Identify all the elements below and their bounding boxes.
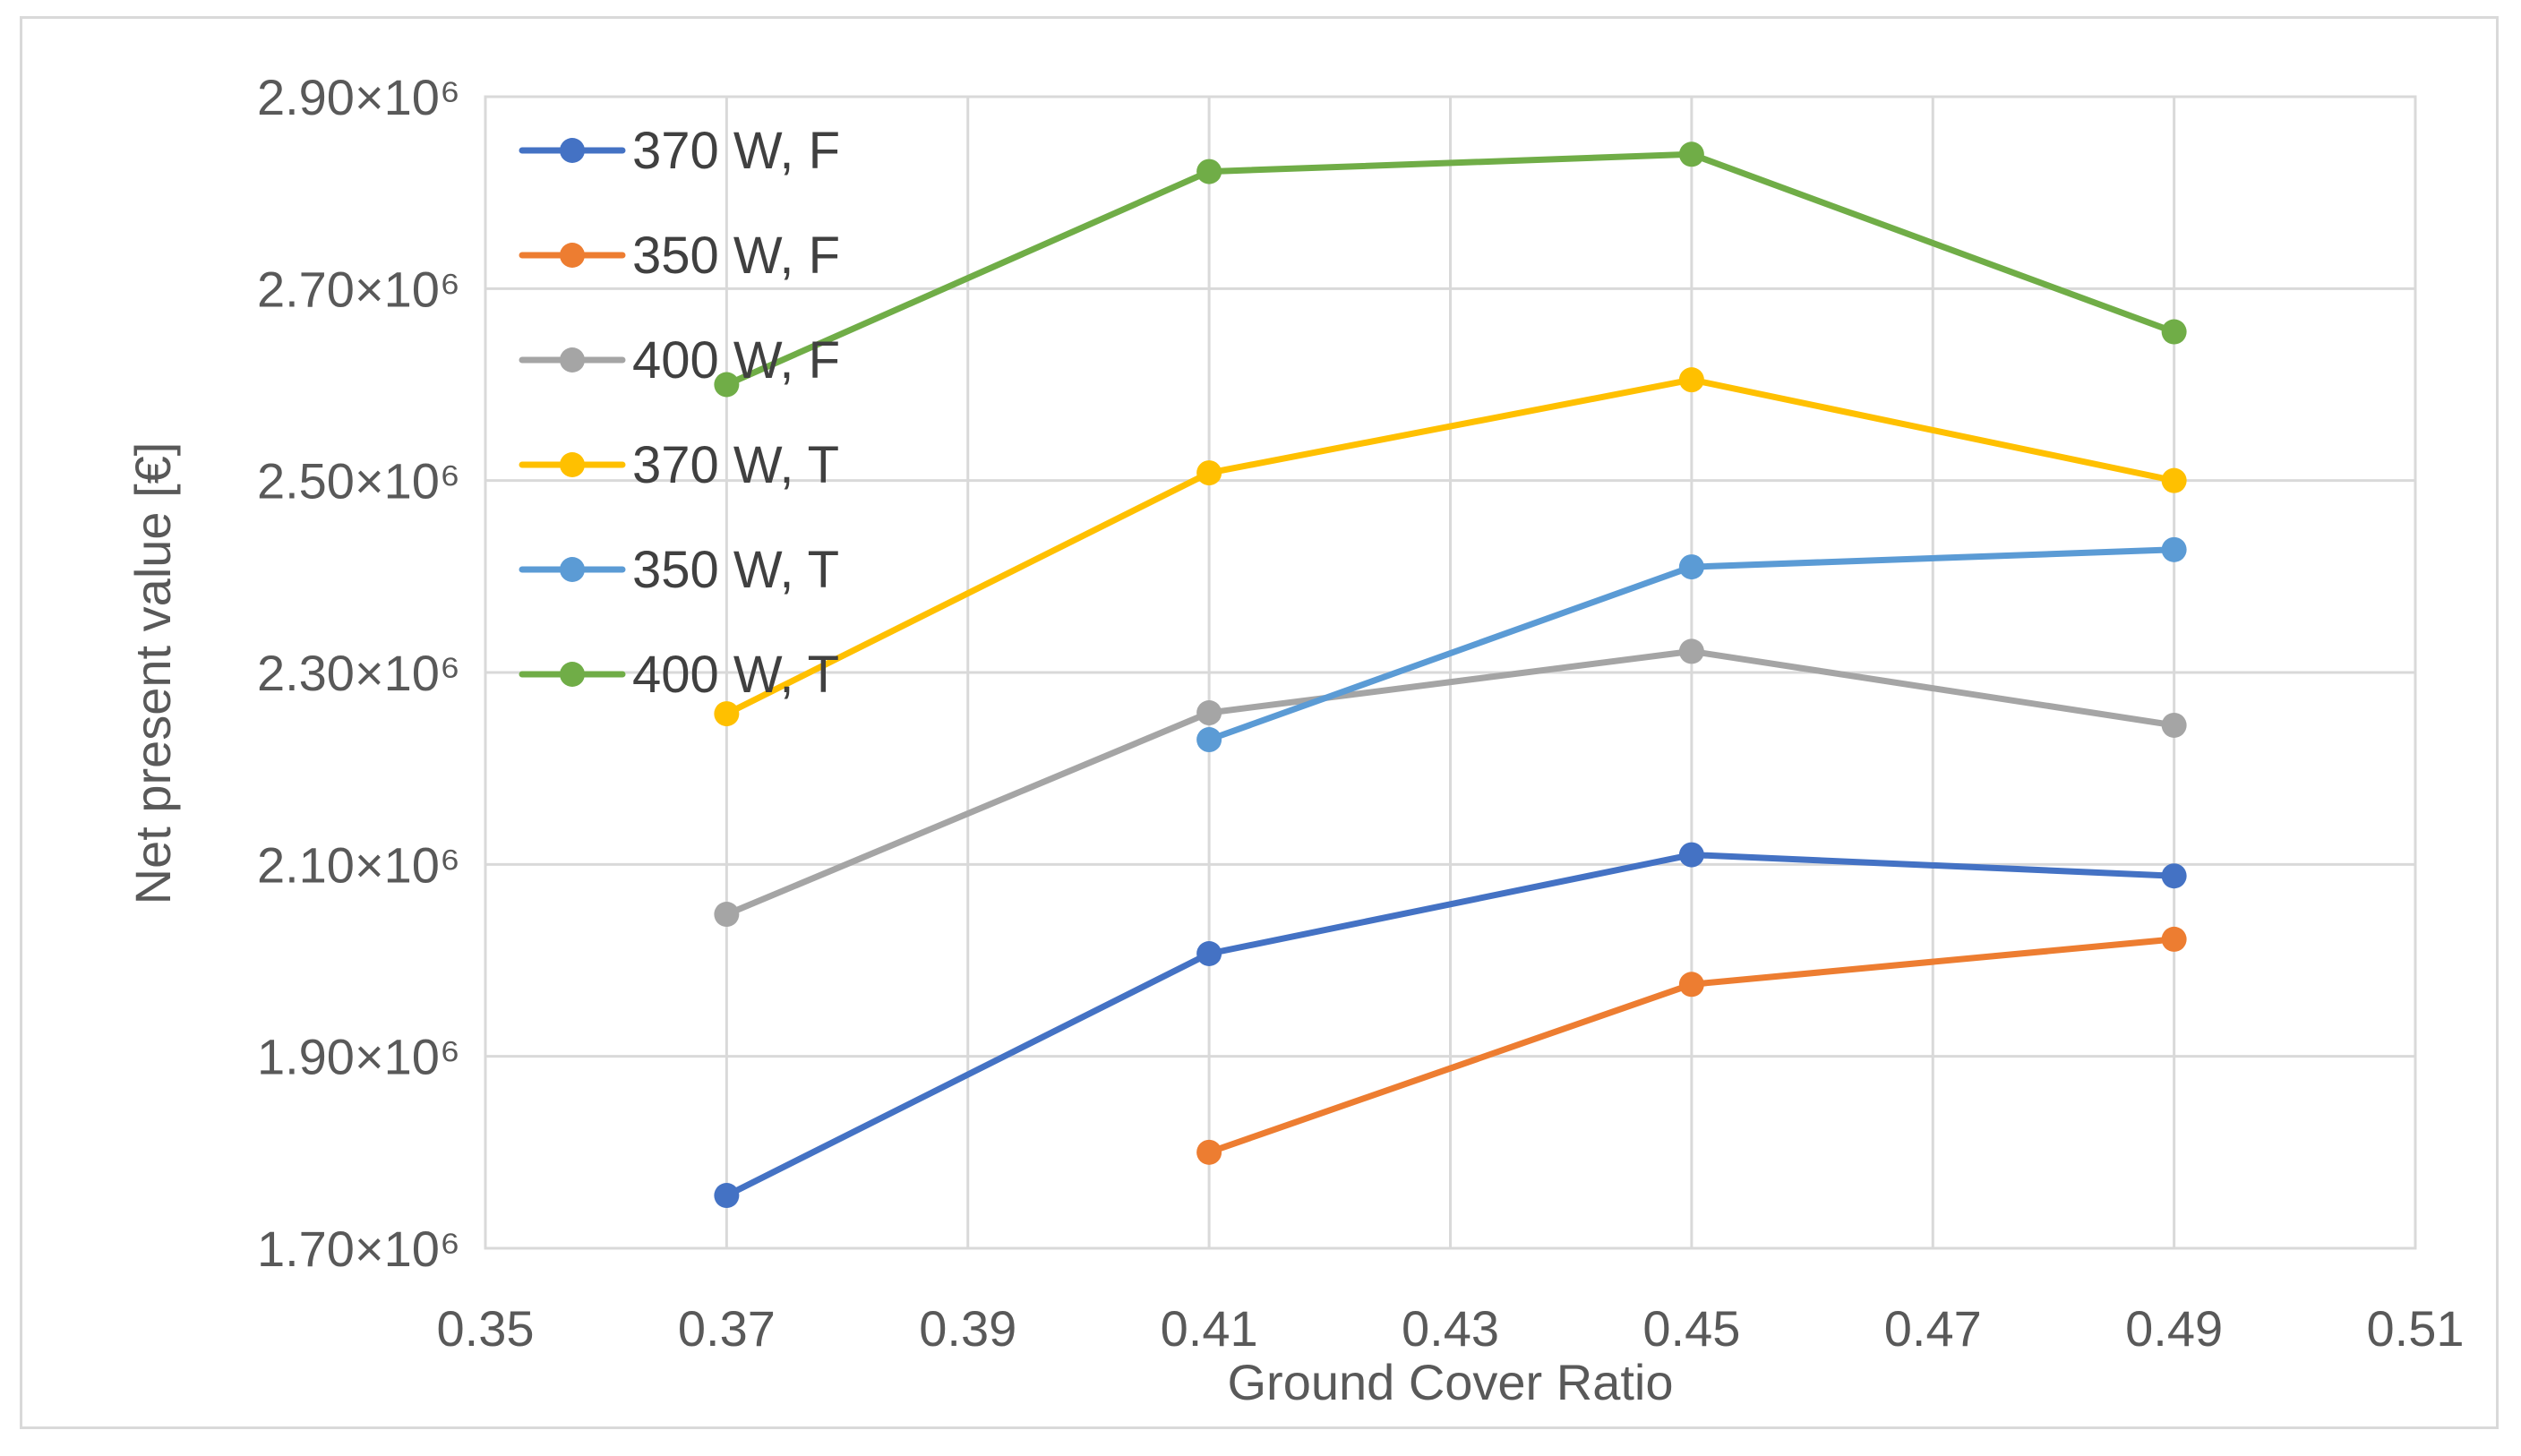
legend-label: 400 W, T xyxy=(632,646,839,704)
data-point xyxy=(714,1183,740,1209)
x-tick-label: 0.45 xyxy=(1642,1300,1740,1357)
y-tick-label: 2.70×10⁶ xyxy=(257,261,460,317)
data-point xyxy=(1196,460,1222,486)
data-point xyxy=(1678,367,1704,393)
series-line xyxy=(723,376,2178,717)
y-tick-label: 1.70×10⁶ xyxy=(257,1220,460,1277)
legend-label: 370 W, F xyxy=(632,122,840,180)
y-tick-label: 1.90×10⁶ xyxy=(257,1029,460,1085)
x-tick-label: 0.35 xyxy=(437,1300,535,1357)
data-point xyxy=(1196,940,1222,966)
data-point xyxy=(2161,467,2187,493)
data-point xyxy=(1678,972,1704,998)
data-point xyxy=(2161,536,2187,562)
x-tick-label: 0.39 xyxy=(919,1300,1016,1357)
legend-swatch-marker xyxy=(560,347,585,373)
data-point xyxy=(1196,158,1222,184)
legend-swatch-marker xyxy=(560,557,585,582)
legend-label: 350 W, F xyxy=(632,227,840,285)
legend-swatch-marker xyxy=(560,243,585,268)
x-tick-label: 0.49 xyxy=(2125,1300,2223,1357)
y-axis-title: Net present value [€] xyxy=(124,442,181,905)
series-line xyxy=(723,150,2178,388)
chart-frame xyxy=(20,16,2499,1429)
data-point xyxy=(1678,638,1704,664)
x-tick-label: 0.47 xyxy=(1884,1300,1982,1357)
data-point xyxy=(2161,712,2187,738)
data-point xyxy=(714,372,740,398)
y-tick-label: 2.30×10⁶ xyxy=(257,645,460,701)
data-point xyxy=(714,902,740,928)
legend-label: 370 W, T xyxy=(632,436,839,494)
data-point xyxy=(1196,700,1222,726)
data-point xyxy=(1196,727,1222,753)
data-point xyxy=(714,701,740,727)
data-point xyxy=(1678,554,1704,580)
legend-swatch-marker xyxy=(560,662,585,687)
legend-swatch-marker xyxy=(560,138,585,163)
x-tick-label: 0.51 xyxy=(2367,1300,2465,1357)
y-tick-label: 2.10×10⁶ xyxy=(257,836,460,893)
x-tick-label: 0.41 xyxy=(1161,1300,1258,1357)
series-line xyxy=(723,647,2178,918)
data-point xyxy=(2161,863,2187,889)
data-point xyxy=(1678,141,1704,167)
data-point xyxy=(1196,1139,1222,1165)
y-tick-label: 2.90×10⁶ xyxy=(257,69,460,125)
legend-swatch-marker xyxy=(560,452,585,477)
x-tick-label: 0.37 xyxy=(678,1300,776,1357)
data-point xyxy=(2161,926,2187,952)
x-axis-title: Ground Cover Ratio xyxy=(1227,1354,1673,1410)
legend-label: 400 W, F xyxy=(632,331,840,390)
legend-label: 350 W, T xyxy=(632,541,839,599)
x-tick-label: 0.43 xyxy=(1402,1300,1499,1357)
plot-area-border xyxy=(484,95,2417,1250)
y-tick-label: 2.50×10⁶ xyxy=(257,453,460,510)
data-point xyxy=(2161,319,2187,345)
data-point xyxy=(1678,842,1704,868)
series-line xyxy=(723,852,2178,1199)
